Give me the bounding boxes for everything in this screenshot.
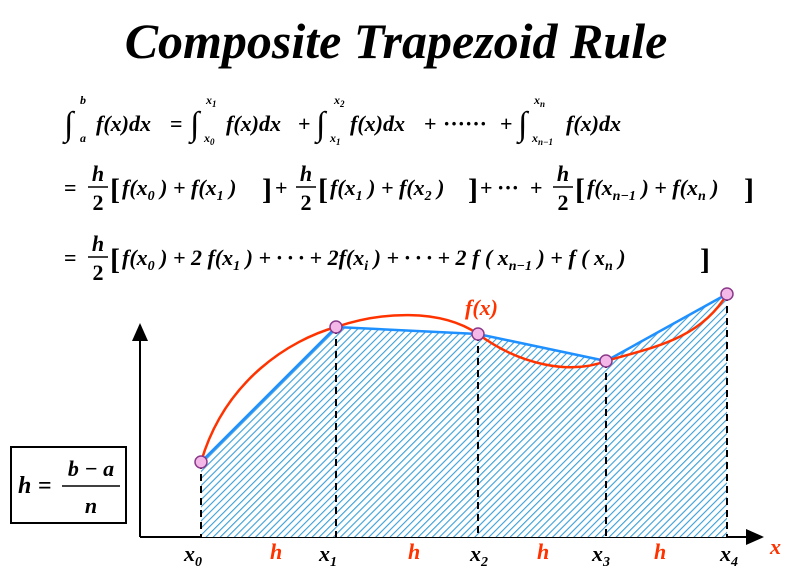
svg-text:+: +: [480, 175, 493, 200]
integral-lower-limit: xn−1: [531, 131, 553, 147]
plus-sign: +: [500, 111, 513, 136]
integral-lower-limit: a: [80, 131, 86, 145]
svg-text:f(x0 ) + f(x1 ): f(x0 ) + f(x1 ): [122, 175, 237, 204]
equals-sign: =: [170, 111, 183, 136]
fraction-denominator: 2: [93, 190, 104, 215]
svg-text:+: +: [275, 175, 288, 200]
node-label-x3: x3: [591, 541, 610, 570]
svg-text:h: h: [300, 161, 312, 186]
h-box-equals: =: [38, 473, 52, 499]
node-labels: x0 x1 x2 x3 x4: [183, 541, 738, 570]
integrand: f(x)dx: [226, 111, 281, 136]
svg-text:[: [: [110, 173, 120, 206]
svg-text:h: h: [92, 231, 104, 256]
formula-line-3: = h 2 [ f(x0 ) + 2 f(x1 ) + · · · + 2f(x…: [64, 231, 710, 285]
integral-lower-limit: x0: [203, 131, 215, 147]
svg-text:2: 2: [93, 260, 104, 285]
svg-text:[: [: [318, 173, 328, 206]
point-x1: [329, 320, 343, 334]
h-box-numerator: b − a: [68, 456, 114, 481]
svg-text:=: =: [64, 175, 77, 200]
svg-text:f(x1 ) + f(x2 ): f(x1 ) + f(x2 ): [330, 175, 445, 204]
page-title: Composite Trapezoid Rule: [125, 13, 668, 69]
step-label: h: [408, 539, 420, 564]
ellipsis: ···: [497, 175, 519, 200]
integrand: f(x)dx: [96, 111, 151, 136]
formula-line-2: = h 2 [ f(x0 ) + f(x1 ) ] + h 2 [ f(x1 )…: [64, 161, 754, 215]
integral-sign: ∫: [188, 106, 202, 145]
svg-text:[: [: [110, 243, 120, 276]
svg-text:2: 2: [301, 190, 312, 215]
formula-line-1: ∫ b a f(x)dx = ∫ x1 x0 f(x)dx + ∫ x2 x1 …: [62, 93, 621, 147]
sample-points: [194, 287, 734, 469]
integral-sign: ∫: [62, 106, 76, 145]
svg-text:]: ]: [262, 173, 272, 206]
h-box-lhs: h: [18, 473, 31, 499]
svg-text:=: =: [64, 245, 77, 270]
svg-text:[: [: [575, 173, 585, 206]
step-labels: h h h h: [270, 539, 666, 564]
integrand: f(x)dx: [350, 111, 405, 136]
fraction-numerator: h: [92, 161, 104, 186]
x-axis-label: x: [769, 534, 781, 559]
integral-upper-limit: xn: [533, 93, 545, 109]
ellipsis: ······: [443, 111, 487, 136]
node-label-x0: x0: [183, 541, 202, 570]
integral-lower-limit: x1: [329, 131, 341, 147]
step-label: h: [537, 539, 549, 564]
integral-sign: ∫: [516, 106, 530, 145]
plus-sign: +: [298, 111, 311, 136]
node-label-x4: x4: [719, 541, 738, 570]
point-x4: [720, 287, 734, 301]
node-lines: [200, 294, 728, 537]
integral-upper-limit: x1: [205, 93, 217, 109]
h-box-denominator: n: [85, 493, 97, 518]
step-label: h: [654, 539, 666, 564]
svg-text:]: ]: [700, 243, 710, 276]
point-x3: [599, 354, 613, 368]
step-label: h: [270, 539, 282, 564]
integral-upper-limit: b: [80, 93, 86, 107]
node-label-x1: x1: [318, 541, 337, 570]
svg-text:h: h: [557, 161, 569, 186]
svg-text:]: ]: [468, 173, 478, 206]
integral-upper-limit: x2: [333, 93, 345, 109]
step-size-box: h = b − a n: [10, 446, 127, 524]
trapezoid-area: [201, 294, 727, 537]
point-x2: [471, 327, 485, 341]
svg-text:f(xn−1 ) + f(xn ): f(xn−1 ) + f(xn ): [587, 175, 719, 204]
svg-text:2: 2: [558, 190, 569, 215]
integral-sign: ∫: [314, 106, 328, 145]
point-x0: [194, 455, 208, 469]
plus-sign: +: [424, 111, 437, 136]
svg-text:+: +: [530, 175, 543, 200]
integrand: f(x)dx: [566, 111, 621, 136]
trapezoid-plot: f(x) x0 x1 x2 x3 x4 h h h h x: [132, 287, 781, 570]
svg-text:]: ]: [744, 173, 754, 206]
node-label-x2: x2: [469, 541, 488, 570]
curve-label: f(x): [465, 295, 498, 320]
svg-text:f(x0 ) + 2 f(x1 ) + · · · + 2f: f(x0 ) + 2 f(x1 ) + · · · + 2f(xi ) + · …: [122, 245, 626, 274]
